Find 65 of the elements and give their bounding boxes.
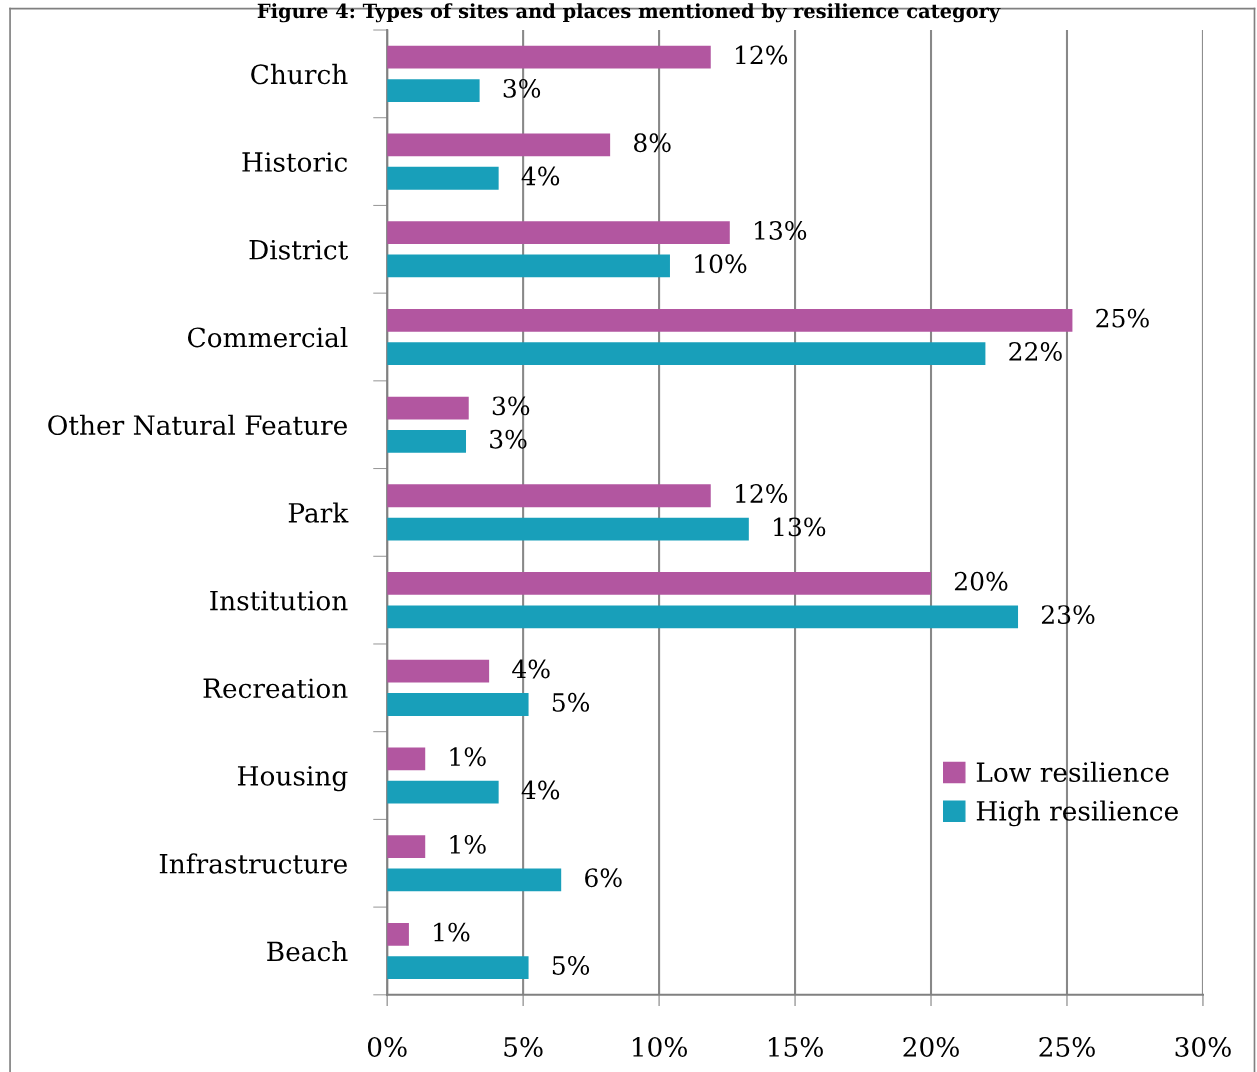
x-tick-label: 25%: [1039, 1036, 1095, 1057]
bar: [387, 780, 499, 804]
bar: [387, 166, 499, 190]
y-tick-label: District: [249, 239, 349, 260]
bar: [387, 868, 562, 892]
bar: [387, 835, 426, 858]
data-label: 13%: [774, 517, 826, 537]
data-label: 3%: [492, 396, 530, 416]
bar: [387, 572, 932, 595]
bar: [387, 308, 1073, 332]
data-label: 12%: [736, 484, 788, 504]
chart-title: Figure 4: Types of sites and places mentioned by resilience category: [257, 3, 1001, 23]
bar: [387, 45, 711, 69]
bar: [387, 922, 409, 946]
data-label: 5%: [552, 955, 590, 975]
bar: [387, 747, 426, 771]
data-label: 10%: [695, 254, 747, 274]
bar: [387, 484, 711, 508]
legend-label: High resilience: [976, 800, 1178, 827]
bar: [387, 517, 749, 541]
y-tick-label: Historic: [242, 152, 348, 172]
y-tick-label: Other Natural Feature: [48, 414, 347, 436]
bar: [387, 342, 986, 366]
bar: [387, 693, 529, 716]
bar: [387, 254, 670, 278]
bar: [387, 605, 1019, 629]
bar: [387, 956, 529, 980]
bar: [387, 221, 730, 245]
data-label: 20%: [954, 571, 1008, 591]
y-tick-label: Housing: [237, 765, 348, 792]
y-tick-label: Park: [288, 502, 349, 523]
bar: [387, 133, 611, 157]
data-label: 1%: [450, 834, 486, 854]
legend-label: Low resilience: [976, 761, 1169, 783]
y-tick-label: Infrastructure: [159, 853, 347, 874]
y-tick-label: Church: [251, 63, 348, 85]
data-label: 13%: [755, 220, 807, 240]
bar: [387, 429, 467, 453]
data-label: 4%: [521, 780, 560, 800]
x-tick-label: 0%: [367, 1036, 407, 1057]
data-label: 5%: [552, 692, 590, 712]
data-label: 22%: [1009, 342, 1062, 361]
y-tick-label: Beach: [267, 940, 348, 962]
data-label: 6%: [585, 868, 622, 888]
data-label: 3%: [490, 429, 527, 449]
data-label: 4%: [521, 166, 560, 186]
bar: [387, 659, 490, 683]
y-tick-label: Institution: [210, 590, 348, 611]
bar: [387, 79, 480, 102]
data-label: 3%: [503, 78, 541, 98]
data-label: 23%: [1041, 605, 1095, 625]
data-label: 8%: [634, 133, 671, 153]
y-tick-label: Recreation: [203, 678, 348, 699]
x-tick-label: 5%: [504, 1036, 543, 1057]
x-tick-label: 20%: [903, 1036, 959, 1057]
x-tick-label: 15%: [768, 1036, 823, 1057]
bar: [387, 396, 469, 420]
data-label: 25%: [1096, 308, 1149, 328]
data-label: 12%: [736, 45, 788, 65]
data-label: 4%: [512, 659, 550, 679]
x-tick-label: 30%: [1175, 1036, 1231, 1057]
data-label: 1%: [450, 747, 486, 767]
y-tick-label: Commercial: [188, 326, 348, 348]
data-label: 1%: [434, 922, 470, 942]
x-tick-label: 10%: [632, 1036, 687, 1057]
